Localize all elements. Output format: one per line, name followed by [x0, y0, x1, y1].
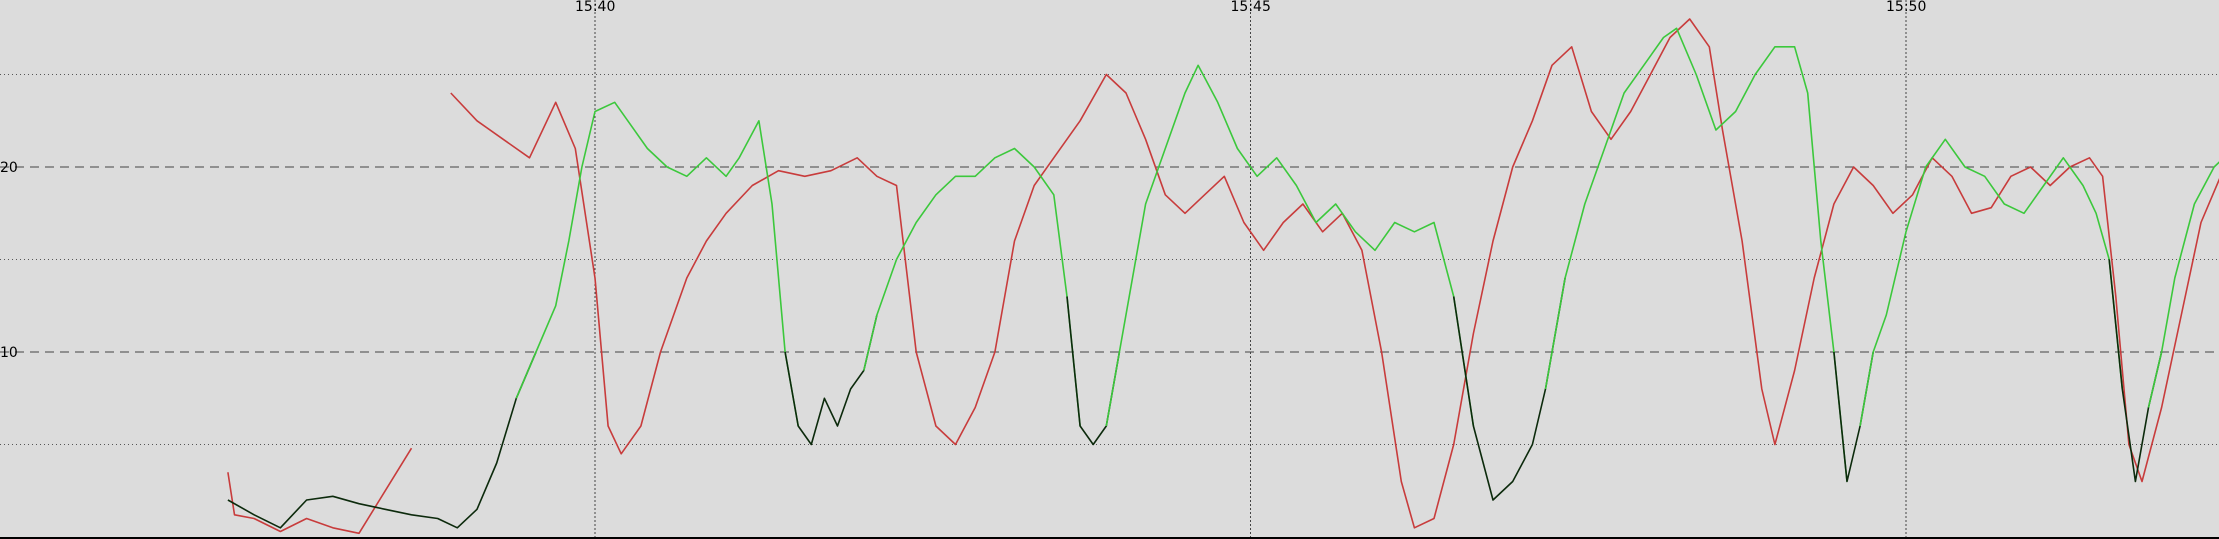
series-1-line	[1544, 27, 1848, 482]
series-1-line	[863, 147, 1081, 427]
x-tick-label: 15:50	[1886, 0, 1926, 15]
series-0-line	[450, 18, 2219, 529]
y-tick-label: 20	[0, 160, 18, 176]
series-1-line	[784, 314, 878, 446]
x-tick-label: 15:45	[1231, 0, 1271, 15]
series-1-line	[1105, 64, 1475, 427]
series-1-line	[1859, 138, 2124, 427]
series-0-line	[227, 447, 413, 535]
y-tick-label: 10	[0, 345, 18, 361]
series-1-line	[515, 101, 799, 427]
x-tick-label: 15:40	[575, 0, 615, 15]
series-1-line	[227, 351, 537, 529]
series-1-line	[2147, 161, 2219, 408]
